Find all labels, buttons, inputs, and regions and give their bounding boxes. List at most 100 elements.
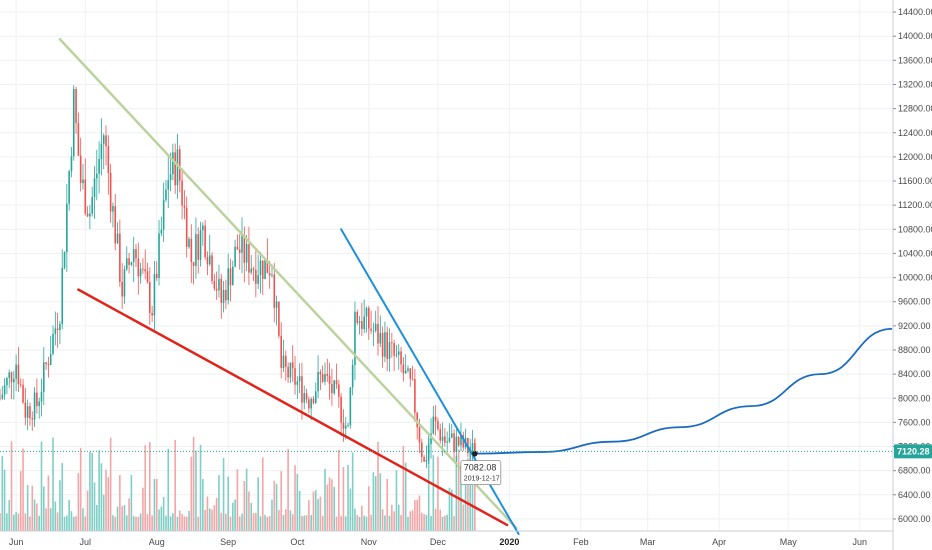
candle-body	[291, 362, 294, 369]
volume-bar	[358, 516, 361, 531]
candle-body	[98, 159, 100, 174]
volume-bar	[135, 516, 137, 531]
candle-body	[370, 328, 372, 331]
volume-bar	[395, 470, 398, 531]
candle-body	[172, 152, 174, 175]
volume-bar	[298, 490, 301, 531]
tooltip-box	[460, 460, 502, 486]
volume-bar	[344, 516, 347, 531]
volume-bar	[188, 510, 190, 531]
volume-bar	[174, 439, 176, 531]
time-tick-label: May	[780, 537, 798, 547]
candle-body	[176, 149, 179, 186]
volume-bar	[361, 505, 363, 531]
candle-body	[453, 433, 455, 453]
volume-bar	[340, 515, 342, 531]
volume-bar	[439, 509, 442, 531]
candle-body	[418, 427, 421, 443]
volume-bar	[112, 515, 114, 531]
candle-body	[208, 255, 211, 265]
volume-bar	[271, 499, 273, 531]
candle-body	[116, 233, 119, 244]
price-axis[interactable]: 14400.00 14000.00 13600.00 13200.00 12800.00…	[892, 0, 932, 550]
volume-bar	[195, 450, 197, 531]
candle-body	[59, 324, 61, 331]
candle-body	[17, 364, 20, 385]
volume-bar	[391, 504, 393, 531]
candle-body	[42, 362, 45, 392]
candle-body	[335, 380, 338, 385]
volume-bar	[414, 500, 416, 531]
price-tick-label: 8800.00	[898, 345, 931, 355]
candle-body	[252, 268, 255, 270]
time-axis[interactable]: Jun Jul Aug Sep Oct Nov Dec 2020 Feb Mar Apr May Jun	[0, 530, 893, 547]
candle-body	[460, 435, 462, 446]
steep-resistance-line[interactable]	[340, 228, 520, 536]
time-tick-label: Jul	[80, 537, 92, 547]
projection-curve[interactable]	[474, 327, 893, 455]
anchor-point[interactable]	[472, 450, 478, 457]
volume-bar	[365, 516, 368, 531]
candle-body	[294, 368, 296, 385]
candle-body	[121, 281, 123, 297]
candle-body	[49, 353, 52, 365]
volume-bar	[471, 471, 474, 531]
volume-bar	[213, 505, 216, 531]
volume-bar	[116, 506, 119, 531]
volume-bar	[160, 506, 163, 531]
candle-body	[450, 433, 453, 438]
volume-bar	[418, 495, 421, 531]
volume-bar	[462, 504, 465, 531]
volume-bar	[22, 448, 24, 531]
volume-bar	[393, 511, 395, 531]
volume-bar	[222, 457, 225, 531]
candle-body	[374, 323, 377, 331]
volume-bar	[183, 516, 186, 531]
candle-body	[278, 301, 280, 336]
volume-bar	[245, 468, 248, 531]
volume-bar	[305, 515, 308, 531]
price-tick-label: 9200.00	[898, 321, 931, 331]
candle-body	[321, 374, 324, 382]
candle-body	[439, 429, 442, 441]
candle-body	[167, 180, 170, 190]
volume-bar	[176, 516, 179, 531]
volume-bar	[15, 511, 17, 531]
volume-bar	[72, 516, 75, 531]
volume-bar	[89, 451, 91, 531]
time-tick-label: Apr	[712, 537, 726, 547]
volume-bar	[243, 480, 246, 531]
candle-body	[347, 425, 349, 426]
volume-bar	[314, 490, 317, 531]
candle-body	[22, 384, 24, 403]
candle-body	[0, 398, 1, 400]
candle-body	[218, 278, 220, 291]
lower-support-line[interactable]	[77, 288, 509, 527]
upper-descending-line[interactable]	[58, 37, 518, 530]
candle-body	[29, 406, 31, 419]
volume-bar	[17, 513, 20, 531]
candle-body	[33, 392, 36, 420]
volume-bar	[326, 484, 329, 531]
candle-body	[259, 260, 262, 276]
volume-bar	[167, 448, 170, 531]
volume-bar	[206, 496, 209, 531]
volume-bar	[280, 471, 283, 531]
volume-bar	[374, 476, 377, 531]
candle-body	[15, 364, 17, 379]
volume-bar	[24, 513, 27, 531]
volume-bar	[70, 511, 73, 531]
volume-bar	[84, 516, 87, 531]
candle-body	[264, 259, 266, 280]
candle-body	[446, 441, 448, 443]
candle-body	[91, 196, 94, 214]
volume-bar	[121, 506, 123, 531]
volume-bar	[202, 479, 204, 531]
candle-body	[386, 332, 389, 359]
volume-bar	[434, 508, 437, 531]
price-tick-label: 13200.00	[898, 79, 932, 89]
candle-body	[84, 179, 87, 214]
volume-bar	[105, 469, 107, 531]
volume-bar	[354, 508, 356, 531]
